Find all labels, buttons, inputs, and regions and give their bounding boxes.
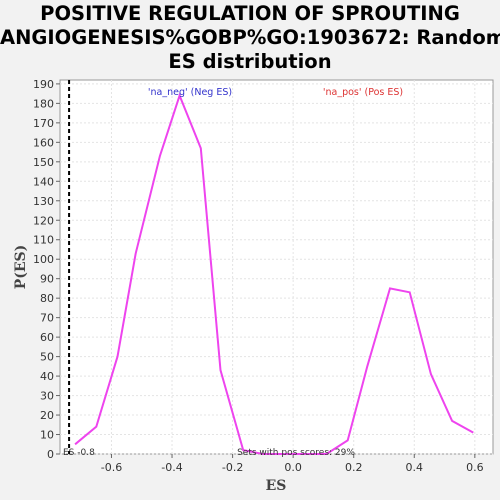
y-tick-label: 60 [40, 331, 54, 344]
y-tick-label: 180 [33, 97, 54, 110]
chart-title: POSITIVE REGULATION OF SPROUTING ANGIOGE… [0, 2, 500, 74]
y-tick-label: 120 [33, 214, 54, 227]
x-tick-label: 0.6 [466, 461, 484, 474]
y-tick-label: 0 [47, 448, 54, 461]
x-tick-label: 0.0 [284, 461, 302, 474]
x-tick-label: -0.4 [161, 461, 182, 474]
y-tick-label: 30 [40, 390, 54, 403]
y-tick-label: 40 [40, 370, 54, 383]
y-tick-label: 10 [40, 429, 54, 442]
legend-pos: 'na_pos' (Pos ES) [323, 87, 403, 98]
grid-lines [60, 80, 493, 455]
legend-neg: 'na_neg' (Neg ES) [148, 87, 232, 98]
y-tick-label: 110 [33, 234, 54, 247]
x-axis-label: ES [266, 478, 287, 494]
pos-scores-annotation: Sets with pos scores: 29% [237, 448, 355, 458]
y-tick-label: 190 [33, 78, 54, 91]
x-axis-ticks: -0.6 -0.4 -0.2 0.0 0.2 0.4 0.6 [101, 454, 484, 474]
plot-area [59, 79, 494, 455]
y-tick-label: 50 [40, 351, 54, 364]
title-line-3: ES distribution [168, 50, 332, 73]
y-tick-label: 160 [33, 136, 54, 149]
x-tick-label: -0.6 [101, 461, 122, 474]
y-tick-label: 70 [40, 312, 54, 325]
y-axis-label: P(ES) [13, 245, 29, 290]
title-line-2: ANGIOGENESIS%GOBP%GO:1903672: Random [0, 26, 500, 49]
y-tick-label: 20 [40, 409, 54, 422]
series-line [74, 92, 474, 455]
title-line-1: POSITIVE REGULATION OF SPROUTING [40, 2, 460, 25]
y-tick-label: 140 [33, 175, 54, 188]
y-tick-label: 80 [40, 292, 54, 305]
y-tick-label: 130 [33, 195, 54, 208]
y-tick-label: 170 [33, 117, 54, 130]
x-tick-label: 0.4 [406, 461, 424, 474]
es-marker-label: ES -0.8 [63, 448, 95, 458]
y-tick-label: 100 [33, 253, 54, 266]
y-axis-ticks: 0 10 20 30 40 50 60 70 80 90 100 110 120 130 140 150 160… [33, 78, 60, 461]
y-tick-label: 150 [33, 156, 54, 169]
x-tick-label: -0.2 [222, 461, 243, 474]
y-tick-label: 90 [40, 273, 54, 286]
x-tick-label: 0.2 [345, 461, 363, 474]
